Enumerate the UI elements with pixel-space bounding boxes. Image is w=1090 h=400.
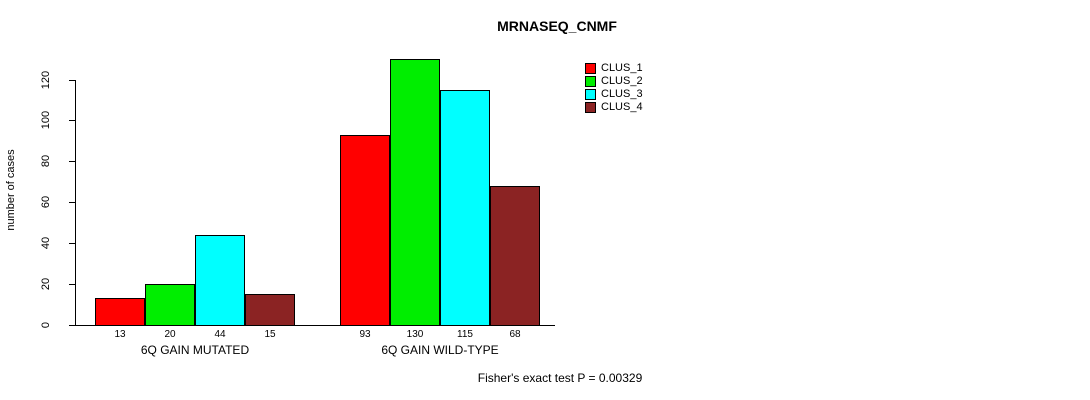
bar-value-label: 130 [406, 329, 424, 340]
y-tick-label: 40 [40, 237, 52, 250]
legend-label: CLUS_1 [601, 62, 643, 74]
y-tick-mark [69, 325, 75, 326]
bar-value-label: 13 [114, 329, 126, 340]
legend-swatch-icon [585, 76, 596, 87]
y-axis-label: number of cases [5, 149, 17, 231]
bar-value-label: 115 [457, 329, 473, 340]
bar-value-label: 44 [214, 329, 226, 340]
legend-item-clus_2: CLUS_2 [585, 75, 643, 88]
bar-clus_4-group1 [245, 294, 295, 326]
bar-value-label: 93 [359, 329, 371, 340]
group-label: 6Q GAIN WILD-TYPE [381, 343, 499, 357]
legend-swatch-icon [585, 102, 596, 113]
legend-item-clus_4: CLUS_4 [585, 101, 643, 114]
bar-clus_4-group2 [490, 185, 540, 326]
legend-item-clus_3: CLUS_3 [585, 88, 643, 101]
y-tick-label: 100 [40, 111, 52, 130]
bar-value-label: 15 [264, 329, 276, 340]
y-tick-mark [69, 284, 75, 286]
group-label: 6Q GAIN MUTATED [140, 343, 250, 357]
legend-swatch-icon [585, 89, 596, 100]
fisher-test-annotation: Fisher's exact test P = 0.00329 [477, 371, 643, 385]
legend-swatch-icon [585, 63, 596, 74]
bar-clus_3-group2 [440, 89, 490, 326]
y-tick-mark [69, 202, 75, 204]
y-tick-mark [69, 79, 75, 81]
y-tick-label: 20 [40, 277, 52, 291]
bar-value-label: 68 [509, 329, 521, 340]
bar-clus_1-group2 [340, 134, 390, 326]
y-tick-mark [69, 161, 75, 163]
legend-label: CLUS_2 [601, 75, 643, 87]
y-tick-label: 60 [40, 196, 52, 209]
bar-clus_3-group1 [195, 235, 245, 326]
x-axis [75, 325, 555, 326]
bar-clus_2-group2 [390, 59, 440, 326]
legend: CLUS_1 CLUS_2 CLUS_3 CLUS_4 [585, 62, 643, 114]
y-axis [75, 79, 76, 326]
y-tick-mark [69, 120, 75, 122]
legend-item-clus_1: CLUS_1 [585, 62, 643, 75]
legend-label: CLUS_4 [601, 101, 643, 113]
y-tick-label: 120 [40, 70, 52, 89]
bar-value-label: 20 [164, 329, 176, 340]
legend-label: CLUS_3 [601, 88, 643, 100]
bar-clus_1-group1 [95, 298, 145, 326]
y-tick-label: 80 [40, 155, 52, 168]
y-tick-label: 0 [40, 321, 52, 329]
y-tick-mark [69, 243, 75, 245]
bar-clus_2-group1 [145, 284, 195, 326]
chart-title: MRNASEQ_CNMF [497, 18, 617, 34]
